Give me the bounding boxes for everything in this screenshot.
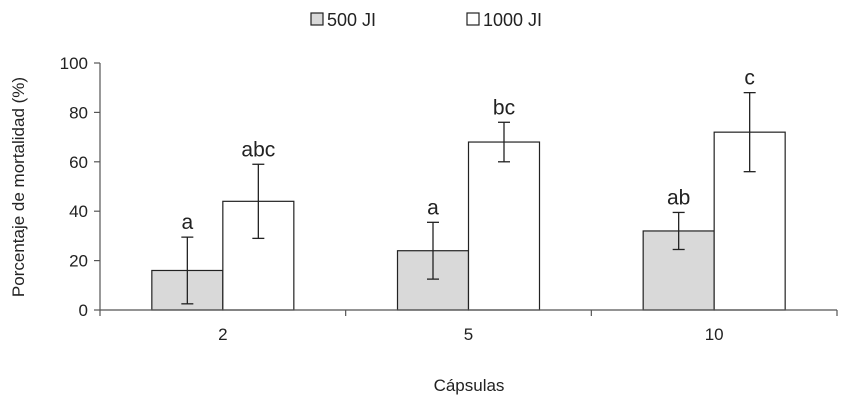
y-tick-label-40: 40 [69, 202, 88, 221]
y-tick-label-0: 0 [79, 301, 88, 320]
x-tick-label-10: 10 [705, 325, 724, 344]
significance-label-500ji-5: a [427, 196, 439, 219]
legend-label-1000-ji: 1000 JI [483, 10, 542, 30]
significance-label-500ji-10: ab [667, 186, 690, 209]
y-tick-label-60: 60 [69, 153, 88, 172]
x-tick-label-5: 5 [464, 325, 473, 344]
y-tick-label-100: 100 [60, 54, 88, 73]
significance-label-500ji-2: a [181, 211, 193, 234]
legend-swatch-500-ji [310, 12, 324, 26]
legend: 500 JI 1000 JI [310, 10, 542, 30]
significance-label-1000ji-10: c [744, 67, 755, 90]
significance-label-1000ji-2: abc [241, 138, 275, 161]
bar-1000ji-5 [467, 141, 541, 311]
y-tick-label-80: 80 [69, 103, 88, 122]
legend-label-500-ji: 500 JI [327, 10, 376, 30]
x-axis-title: Cápsulas [434, 376, 505, 395]
significance-label-1000ji-5: bc [493, 96, 515, 119]
y-tick-label-20: 20 [69, 252, 88, 271]
y-axis-title: Porcentaje de mortalidad (%) [9, 77, 28, 297]
legend-swatch-1000-ji [466, 12, 480, 26]
x-tick-label-2: 2 [218, 325, 227, 344]
